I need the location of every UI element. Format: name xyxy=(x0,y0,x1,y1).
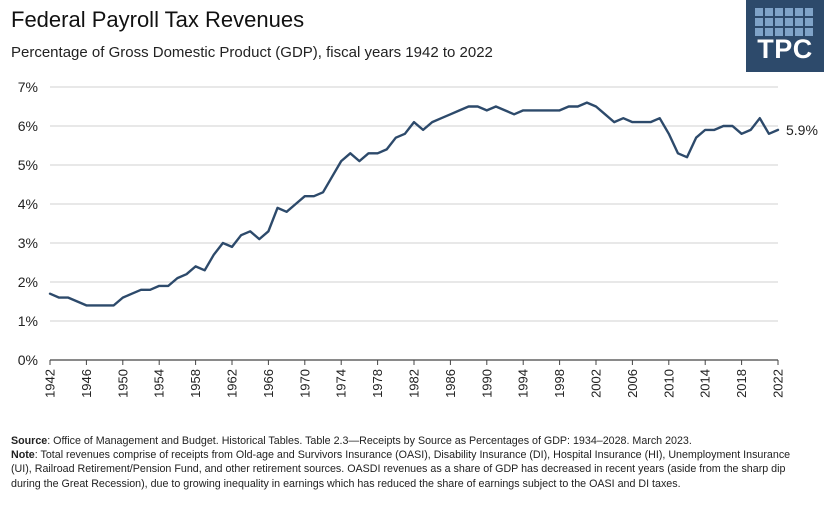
x-tick-label: 1978 xyxy=(370,369,385,398)
source-text: : Office of Management and Budget. Histo… xyxy=(47,435,692,447)
y-tick-label: 0% xyxy=(18,352,38,368)
logo-text: TPC xyxy=(757,34,813,64)
series-line xyxy=(48,101,780,307)
x-tick-label: 2018 xyxy=(734,369,749,398)
note-text: : Total revenues comprise of receipts fr… xyxy=(11,449,791,490)
x-tick-label: 1990 xyxy=(479,369,494,398)
tpc-logo: TPC xyxy=(746,0,824,72)
x-tick-label: 1974 xyxy=(334,369,349,398)
y-tick-label: 6% xyxy=(18,118,38,134)
x-tick-label: 1966 xyxy=(261,369,276,398)
x-tick-label: 1986 xyxy=(443,369,458,398)
x-tick-label: 2010 xyxy=(661,369,676,398)
y-tick-label: 3% xyxy=(18,235,38,251)
x-tick-label: 1994 xyxy=(516,369,531,398)
x-tick-label: 1962 xyxy=(225,369,240,398)
x-tick-label: 2002 xyxy=(589,369,604,398)
x-tick-label: 2014 xyxy=(698,369,713,398)
x-tick-label: 1942 xyxy=(43,369,58,398)
series-lines xyxy=(48,101,780,307)
source-label: Source xyxy=(11,435,48,447)
y-tick-label: 1% xyxy=(18,313,38,329)
gridlines xyxy=(50,86,778,361)
source-note: Source: Office of Management and Budget.… xyxy=(11,434,811,491)
x-tick-label: 1998 xyxy=(552,369,567,398)
x-tick-label: 1954 xyxy=(152,369,167,398)
y-tick-label: 4% xyxy=(18,196,38,212)
y-tick-label: 7% xyxy=(18,79,38,95)
y-tick-label: 5% xyxy=(18,157,38,173)
x-tick-label: 2022 xyxy=(771,369,786,398)
end-value-label: 5.9% xyxy=(786,122,818,138)
chart-title: Federal Payroll Tax Revenues xyxy=(11,7,305,32)
x-tick-label: 1970 xyxy=(297,369,312,398)
y-tick-label: 2% xyxy=(18,274,38,290)
x-tick-label: 1982 xyxy=(407,369,422,398)
logo-grid-icon xyxy=(755,8,813,36)
note-label: Note xyxy=(11,449,35,462)
y-axis-ticks: 0% 1% 2% 3% 4% 5% 6% 7% xyxy=(18,79,38,368)
x-axis-ticks: 1942 1946 1950 1954 1958 1962 1966 1970 1974 1978… xyxy=(43,360,786,398)
x-tick-label: 1958 xyxy=(188,369,203,398)
x-tick-label: 1950 xyxy=(115,369,130,398)
line-chart: 0% 1% 2% 3% 4% 5% 6% 7% 1942 1946 1950 1954 1958 196… xyxy=(18,79,818,398)
chart-subtitle: Percentage of Gross Domestic Product (GD… xyxy=(11,44,493,61)
x-tick-label: 1946 xyxy=(79,369,94,398)
x-tick-label: 2006 xyxy=(625,369,640,398)
